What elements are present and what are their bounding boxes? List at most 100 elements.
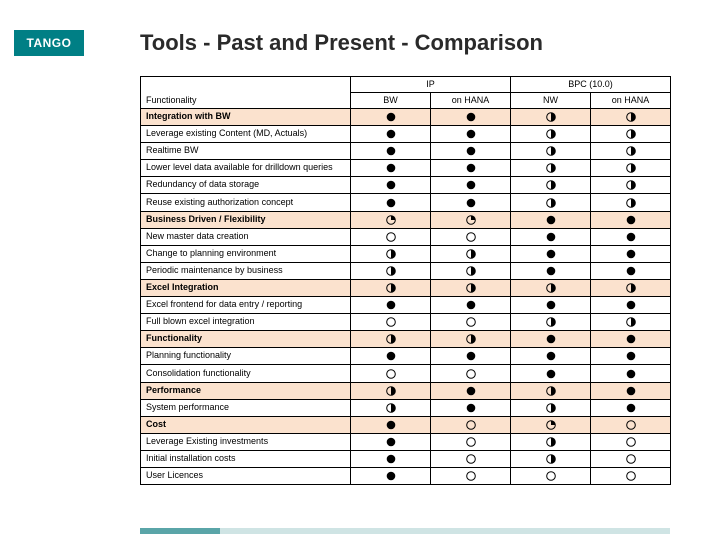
harvey-ball-cell <box>591 262 671 279</box>
col-functionality: Functionality <box>141 77 351 109</box>
table-row: Excel frontend for data entry / reportin… <box>141 297 671 314</box>
harvey-ball-cell <box>431 279 511 296</box>
table-row: Lower level data available for drilldown… <box>141 160 671 177</box>
harvey-ball-cell <box>351 109 431 126</box>
harvey-ball-cell <box>591 143 671 160</box>
brand-logo: TANGO <box>14 30 84 56</box>
harvey-ball-cell <box>351 262 431 279</box>
harvey-ball-cell <box>591 365 671 382</box>
harvey-ball-cell <box>511 399 591 416</box>
row-label: Business Driven / Flexibility <box>141 211 351 228</box>
harvey-ball-cell <box>511 450 591 467</box>
harvey-ball-cell <box>351 467 431 484</box>
harvey-ball-cell <box>591 297 671 314</box>
harvey-ball-cell <box>351 279 431 296</box>
harvey-ball-cell <box>591 348 671 365</box>
row-label: Cost <box>141 416 351 433</box>
section-row: Excel Integration <box>141 279 671 296</box>
harvey-ball-cell <box>511 245 591 262</box>
row-label: New master data creation <box>141 228 351 245</box>
harvey-ball-cell <box>431 109 511 126</box>
section-row: Cost <box>141 416 671 433</box>
harvey-ball-cell <box>591 177 671 194</box>
harvey-ball-cell <box>511 126 591 143</box>
harvey-ball-cell <box>511 177 591 194</box>
table-body: Integration with BWLeverage existing Con… <box>141 109 671 485</box>
section-row: Functionality <box>141 331 671 348</box>
harvey-ball-cell <box>511 297 591 314</box>
harvey-ball-cell <box>431 450 511 467</box>
harvey-ball-cell <box>351 228 431 245</box>
footer-accent <box>140 528 670 534</box>
page-title: Tools - Past and Present - Comparison <box>140 30 543 56</box>
harvey-ball-cell <box>351 126 431 143</box>
harvey-ball-cell <box>431 211 511 228</box>
harvey-ball-cell <box>431 228 511 245</box>
row-label: Lower level data available for drilldown… <box>141 160 351 177</box>
table-row: Full blown excel integration <box>141 314 671 331</box>
row-label: Reuse existing authorization concept <box>141 194 351 211</box>
harvey-ball-cell <box>431 399 511 416</box>
harvey-ball-cell <box>351 297 431 314</box>
harvey-ball-cell <box>511 331 591 348</box>
harvey-ball-cell <box>431 126 511 143</box>
table-row: Leverage Existing investments <box>141 433 671 450</box>
logo-text: TANGO <box>27 36 72 50</box>
harvey-ball-cell <box>431 467 511 484</box>
row-label: Excel frontend for data entry / reportin… <box>141 297 351 314</box>
harvey-ball-cell <box>351 160 431 177</box>
harvey-ball-cell <box>511 228 591 245</box>
harvey-ball-cell <box>591 450 671 467</box>
row-label: Consolidation functionality <box>141 365 351 382</box>
harvey-ball-cell <box>351 416 431 433</box>
harvey-ball-cell <box>511 279 591 296</box>
harvey-ball-cell <box>511 314 591 331</box>
harvey-ball-cell <box>351 450 431 467</box>
harvey-ball-cell <box>591 194 671 211</box>
harvey-ball-cell <box>431 348 511 365</box>
harvey-ball-cell <box>431 245 511 262</box>
col-bpc-hana: on HANA <box>591 93 671 109</box>
harvey-ball-cell <box>431 365 511 382</box>
harvey-ball-cell <box>591 160 671 177</box>
harvey-ball-cell <box>351 211 431 228</box>
col-ip-hana: on HANA <box>431 93 511 109</box>
col-nw: NW <box>511 93 591 109</box>
harvey-ball-cell <box>511 467 591 484</box>
harvey-ball-cell <box>431 194 511 211</box>
section-row: Integration with BW <box>141 109 671 126</box>
harvey-ball-cell <box>591 382 671 399</box>
table-row: Periodic maintenance by business <box>141 262 671 279</box>
harvey-ball-cell <box>431 331 511 348</box>
table-row: System performance <box>141 399 671 416</box>
harvey-ball-cell <box>351 314 431 331</box>
harvey-ball-cell <box>591 467 671 484</box>
harvey-ball-cell <box>511 382 591 399</box>
harvey-ball-cell <box>351 331 431 348</box>
harvey-ball-cell <box>591 416 671 433</box>
row-label: Redundancy of data storage <box>141 177 351 194</box>
row-label: Change to planning environment <box>141 245 351 262</box>
harvey-ball-cell <box>511 262 591 279</box>
table-row: Realtime BW <box>141 143 671 160</box>
row-label: Planning functionality <box>141 348 351 365</box>
harvey-ball-cell <box>591 433 671 450</box>
harvey-ball-cell <box>591 126 671 143</box>
harvey-ball-cell <box>591 399 671 416</box>
harvey-ball-cell <box>511 433 591 450</box>
harvey-ball-cell <box>511 109 591 126</box>
table-row: Consolidation functionality <box>141 365 671 382</box>
row-label: Full blown excel integration <box>141 314 351 331</box>
harvey-ball-cell <box>351 143 431 160</box>
harvey-ball-cell <box>431 314 511 331</box>
row-label: Initial installation costs <box>141 450 351 467</box>
section-row: Performance <box>141 382 671 399</box>
harvey-ball-cell <box>431 262 511 279</box>
table-row: New master data creation <box>141 228 671 245</box>
harvey-ball-cell <box>511 160 591 177</box>
footer-bar-dark <box>140 528 220 534</box>
harvey-ball-cell <box>351 177 431 194</box>
harvey-ball-cell <box>511 348 591 365</box>
row-label: Functionality <box>141 331 351 348</box>
col-bw: BW <box>351 93 431 109</box>
